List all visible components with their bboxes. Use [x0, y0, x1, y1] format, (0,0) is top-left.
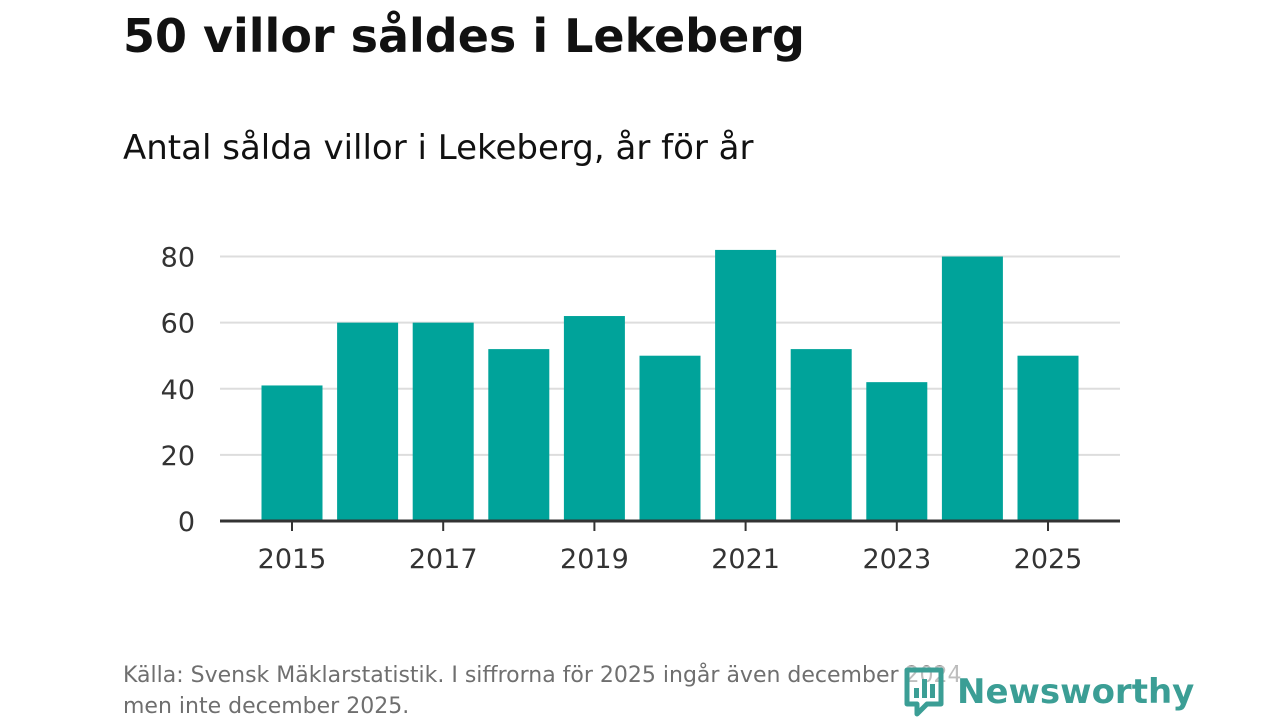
bar-2016 — [337, 322, 399, 521]
chart-title: 50 villor såldes i Lekeberg — [123, 9, 805, 63]
bar-2020 — [639, 355, 701, 521]
brand-name: Newsworthy — [957, 672, 1195, 712]
y-tick-label-60: 60 — [161, 309, 195, 340]
source-note-line-2: men inte december 2025. — [123, 694, 410, 719]
bar-2017 — [412, 322, 474, 521]
bars — [261, 249, 1079, 521]
y-tick-label-40: 40 — [161, 375, 195, 406]
x-tick-label-2017: 2017 — [409, 544, 478, 575]
x-tick-label-2025: 2025 — [1014, 544, 1083, 575]
chart-subtitle: Antal sålda villor i Lekeberg, år för år — [123, 128, 754, 168]
bar-2015 — [261, 385, 323, 521]
x-tick-label-2021: 2021 — [711, 544, 780, 575]
bar-2022 — [790, 349, 852, 521]
x-tick-label-2019: 2019 — [560, 544, 629, 575]
x-tick-label-2015: 2015 — [258, 544, 327, 575]
source-note-line-1: Källa: Svensk Mäklarstatistik. I siffror… — [123, 663, 969, 688]
y-tick-label-80: 80 — [161, 243, 195, 274]
bar-2018 — [488, 349, 550, 521]
bar-2021 — [715, 249, 777, 521]
bar-2024 — [941, 256, 1003, 521]
tick-labels: 0 20 40 60 80 2015 2017 2019 2021 2023 2025 — [161, 243, 1083, 575]
y-tick-label-0: 0 — [178, 507, 195, 538]
bar-2025 — [1017, 355, 1079, 521]
newsworthy-logo-icon — [904, 667, 944, 717]
y-tick-label-20: 20 — [161, 441, 195, 472]
bar-2023 — [866, 382, 928, 521]
x-tick-label-2023: 2023 — [862, 544, 931, 575]
brand-logo: Newsworthy — [903, 666, 1195, 718]
axes — [220, 519, 1120, 531]
bar-2019 — [563, 316, 625, 521]
source-note: Källa: Svensk Mäklarstatistik. I siffror… — [123, 660, 1123, 720]
bar-chart: 0 20 40 60 80 2015 2017 2019 2021 2023 2025 — [161, 243, 1120, 575]
